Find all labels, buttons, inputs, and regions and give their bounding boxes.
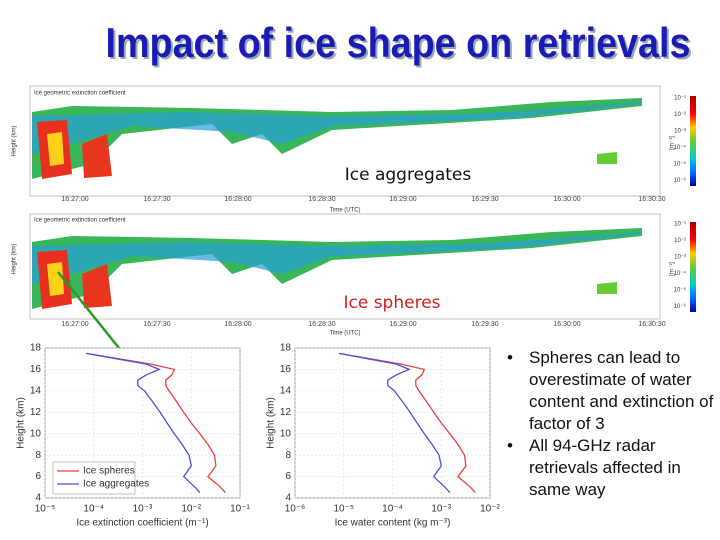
profile-line — [86, 352, 226, 494]
time-tick-label: 16:27:30 — [143, 321, 170, 328]
plot-area — [294, 347, 491, 499]
colorbar-unit: [m⁻¹] — [670, 136, 676, 150]
y-axis-label: Height (km) — [266, 397, 277, 449]
y-tick-label: 10 — [30, 428, 42, 439]
panel-label: Ice aggregates — [345, 165, 472, 185]
y-tick-label: 10 — [280, 428, 292, 439]
time-tick-label: 16:30:00 — [553, 196, 580, 203]
title: Impact of ice shape on retrievals — [106, 19, 691, 66]
bullet-list: Spheres can lead to overestimate of wate… — [503, 347, 715, 501]
colorbar-tick-label: 10⁻⁶ — [674, 303, 687, 310]
x-tick-label: 10⁻¹ — [230, 504, 250, 515]
y-tick-label: 4 — [285, 493, 291, 504]
y-tick-label: 14 — [30, 385, 42, 396]
panel-header: Ice geometric extinction coefficient — [34, 218, 126, 224]
colorbar-tick-label: 10⁻³ — [674, 255, 686, 261]
time-tick-label: 16:28:30 — [308, 321, 335, 328]
panel-label: Ice spheres — [343, 293, 440, 313]
x-tick-label: 10⁻⁴ — [382, 504, 403, 515]
label-box — [330, 291, 456, 313]
time-tick-label: 16:28:30 — [308, 196, 335, 203]
x-tick-label: 10⁻⁵ — [35, 504, 56, 515]
x-axis-label: Ice extinction coefficient (m⁻¹) — [76, 518, 208, 529]
time-tick-label: 16:29:00 — [389, 321, 416, 328]
label-box — [330, 163, 486, 185]
y-tick-label: 16 — [280, 364, 292, 375]
colorbar-tick-label: 10⁻¹ — [674, 222, 686, 228]
x-tick-label: 10⁻³ — [133, 504, 153, 515]
y-tick-label: 18 — [30, 343, 42, 354]
colorbar-tick-label: 10⁻⁵ — [674, 161, 687, 168]
time-tick-label: 16:29:00 — [389, 196, 416, 203]
time-tick-label: 16:30:30 — [638, 196, 665, 203]
x-tick-label: 10⁻² — [181, 504, 201, 515]
colorbar — [690, 222, 696, 312]
colorbar — [690, 96, 696, 186]
bullet: Spheres can lead to overestimate of wate… — [503, 347, 715, 435]
legend-box — [52, 461, 136, 495]
time-tick-label: 16:28:00 — [224, 321, 251, 328]
colorbar-tick-label: 10⁻² — [674, 238, 686, 244]
colorbar-tick-label: 10⁻⁶ — [674, 177, 687, 184]
height-label: Height (km) — [12, 243, 18, 274]
colorbar-tick-label: 10⁻³ — [674, 129, 686, 135]
y-tick-label: 8 — [35, 450, 41, 461]
time-tick-label: 16:30:30 — [638, 321, 665, 328]
profile-line — [338, 352, 476, 494]
legend-label: Ice aggregates — [83, 479, 149, 490]
colorbar-unit: [m⁻¹] — [670, 262, 676, 276]
panel-header: Ice geometric extinction coefficient — [34, 91, 126, 97]
time-tick-label: 16:29:30 — [471, 321, 498, 328]
x-tick-label: 10⁻⁶ — [285, 504, 306, 515]
time-tick-label: 16:27:00 — [61, 321, 88, 328]
y-tick-label: 18 — [280, 343, 292, 354]
y-tick-label: 4 — [35, 493, 41, 504]
y-axis-label: Height (km) — [16, 397, 27, 449]
height-label: Height (km) — [12, 125, 18, 156]
y-tick-label: 14 — [280, 385, 292, 396]
time-label: Time (UTC) — [329, 208, 360, 214]
profile-line — [86, 352, 201, 494]
colorbar-tick-label: 10⁻⁴ — [674, 144, 687, 151]
y-tick-label: 8 — [285, 450, 291, 461]
x-tick-label: 10⁻² — [480, 504, 500, 515]
colorbar-tick-label: 10⁻⁵ — [674, 287, 687, 294]
time-tick-label: 16:27:00 — [61, 196, 88, 203]
legend-label: Ice spheres — [83, 466, 135, 477]
time-tick-label: 16:29:30 — [471, 196, 498, 203]
x-axis-label: Ice water content (kg m⁻³) — [335, 518, 451, 529]
x-tick-label: 10⁻⁴ — [83, 504, 104, 515]
y-tick-label: 12 — [280, 407, 292, 418]
y-tick-label: 6 — [35, 471, 41, 482]
time-label: Time (UTC) — [329, 331, 360, 337]
colorbar-tick-label: 10⁻¹ — [674, 96, 686, 102]
colorbar-tick-label: 10⁻² — [674, 112, 686, 118]
bullet: All 94-GHz radar retrievals affected in … — [503, 435, 715, 501]
colorbar-tick-label: 10⁻⁴ — [674, 270, 687, 277]
y-tick-label: 6 — [285, 471, 291, 482]
y-tick-label: 16 — [30, 364, 42, 375]
x-tick-label: 10⁻³ — [431, 504, 451, 515]
time-tick-label: 16:28:00 — [224, 196, 251, 203]
x-tick-label: 10⁻⁵ — [333, 504, 354, 515]
time-tick-label: 16:30:00 — [553, 321, 580, 328]
profile-line — [338, 352, 451, 494]
y-tick-label: 12 — [30, 407, 42, 418]
title-shadow: Impact of ice shape on retrievals — [108, 21, 693, 68]
time-tick-label: 16:27:30 — [143, 196, 170, 203]
